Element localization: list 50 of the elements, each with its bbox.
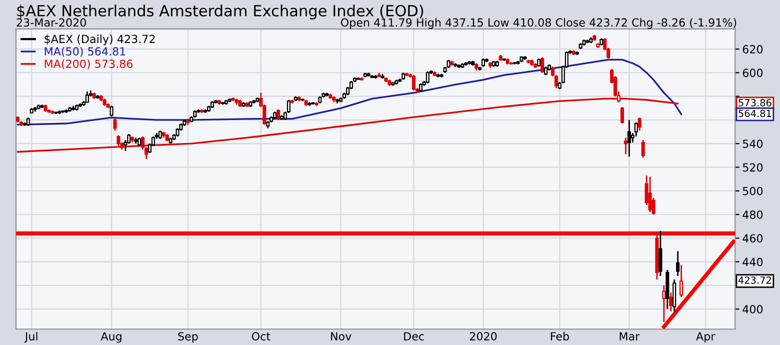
- y-tick-label: 480: [742, 210, 763, 219]
- candlestick: [648, 176, 652, 213]
- y-tick-label: 620: [742, 45, 763, 54]
- chart-subtitle: 23-Mar-2020: [16, 18, 86, 27]
- candlestick: [627, 119, 631, 158]
- candlestick: [276, 108, 280, 121]
- text: Open 411.79 High 437.15 Low 410.08 Close 423.72 Chg -8.26 (-1.91%): [340, 18, 736, 29]
- candlestick: [620, 106, 624, 124]
- y-tick-label: 600: [742, 68, 763, 78]
- candlestick: [672, 278, 676, 312]
- x-tick-label: Oct: [252, 332, 270, 341]
- candlestick: [624, 137, 628, 155]
- x-tick-label: Sep: [178, 332, 198, 343]
- candlestick: [658, 230, 662, 277]
- candlestick: [634, 122, 638, 138]
- chart-title: $AEX Netherlands Amsterdam Exchange Index (EOD): [17, 4, 424, 20]
- candlestick: [662, 284, 666, 323]
- x-tick-label: Feb: [550, 332, 569, 341]
- y-tick-label: 500: [742, 186, 763, 196]
- x-tick-label: Apr: [696, 332, 716, 343]
- x-tick-label: Jul: [24, 332, 38, 343]
- candlestick: [680, 264, 684, 298]
- line-series: [16, 58, 682, 126]
- candlestick: [110, 105, 114, 118]
- legend-label: $AEX (Daily) 423.72: [44, 34, 155, 46]
- candlestick: [540, 56, 544, 74]
- annotation: 564.81: [738, 110, 772, 118]
- candlestick: [113, 118, 117, 132]
- x-tick-label: Mar: [620, 332, 640, 341]
- candlestick: [412, 74, 416, 92]
- legend-label: MA(200) 573.86: [44, 59, 133, 70]
- candlestick: [669, 292, 673, 312]
- candlestick: [426, 70, 430, 84]
- x-tick-label: Dec: [404, 332, 424, 341]
- candlestick: [85, 90, 89, 103]
- x-tick-label: Nov: [331, 332, 352, 341]
- legend-label: MA(50) 564.81: [44, 46, 126, 57]
- candlestick: [641, 139, 645, 158]
- x-tick-label: 2020: [470, 332, 497, 341]
- y-tick-label: 400: [742, 305, 763, 314]
- candlestick: [116, 134, 120, 147]
- y-tick-label: 520: [742, 163, 763, 172]
- y-tick-label: 540: [742, 140, 763, 148]
- y-tick-label: 440: [742, 258, 763, 266]
- candlestick: [638, 116, 642, 132]
- x-tick-label: Aug: [100, 332, 122, 343]
- y-tick-label: 460: [742, 234, 763, 243]
- candlestick: [676, 250, 680, 277]
- annotation: 573.86: [738, 99, 772, 106]
- annotation: 423.72: [738, 276, 771, 284]
